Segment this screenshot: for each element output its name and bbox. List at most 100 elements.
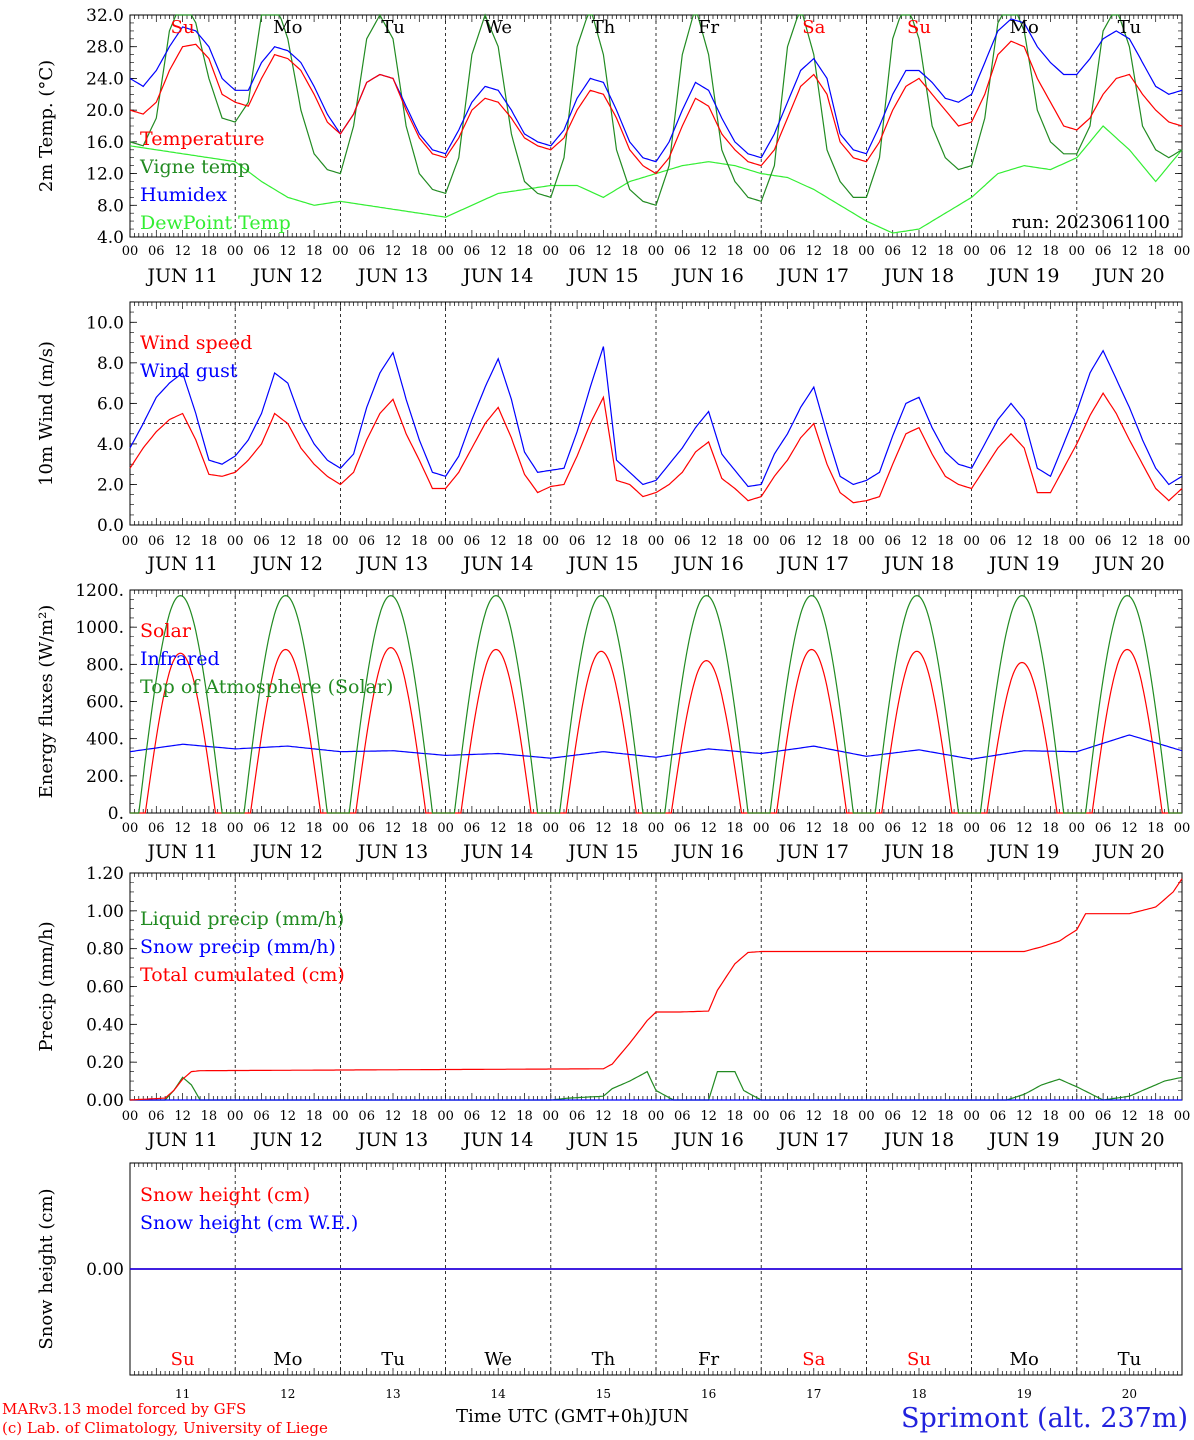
x-tick-label: 06 [990,821,1007,836]
x-tick-label: 00 [963,244,980,259]
legend-entry: Liquid precip (mm/h) [140,908,344,930]
x-tick-label: 12 [490,534,507,549]
day-label: JUN 19 [987,841,1059,863]
x-tick-label: 12 [1016,821,1033,836]
x-tick-label: 06 [1095,534,1112,549]
weekday-label: Su [907,1349,931,1370]
x-tick-label: 06 [569,534,586,549]
weekday-label: Tu [381,1349,405,1370]
x-tick-label: 18 [201,1109,218,1124]
x-tick-label: 06 [884,244,901,259]
day-label: JUN 15 [566,265,638,287]
day-label: JUN 13 [356,841,428,863]
weekday-label: Su [171,1349,195,1370]
y-tick-label: 16.0 [86,133,124,153]
y-tick-label: 12.0 [86,165,124,185]
x-tick-label: 18 [516,1109,533,1124]
y-tick-label: 0.40 [86,1015,124,1035]
x-tick-label: 00 [1069,534,1086,549]
day-label: JUN 20 [1092,265,1164,287]
series-wind-gust [129,346,1183,488]
x-tick-label: 00 [543,821,560,836]
x-tick-label: 18 [306,244,323,259]
x-tick-label: 00 [1069,1109,1086,1124]
day-label: JUN 11 [145,841,217,863]
x-tick-label: 00 [963,821,980,836]
day-number: 18 [911,1387,926,1401]
x-tick-marks [129,302,1183,525]
weekday-label: Tu [381,17,405,38]
day-label: JUN 17 [777,841,849,863]
y-tick-label: 1.00 [86,902,124,922]
x-tick-label: 00 [1174,821,1191,836]
day-label: JUN 14 [461,1129,533,1151]
x-tick-label: 00 [332,244,349,259]
y-tick-label: 2.0 [97,475,124,495]
x-tick-label: 06 [779,534,796,549]
panel-wind: 10.0 8.0 6.0 4.0 2.0 0.0 10m Wind (m/s) 00 06 12 1… [36,301,1190,575]
day-label: JUN 20 [1092,1129,1164,1151]
day-label: JUN 11 [145,553,217,575]
x-tick-label: 06 [1095,244,1112,259]
day-label: JUN 14 [461,841,533,863]
x-tick-label: 00 [1174,1109,1191,1124]
weekday-label: Sa [802,17,825,38]
x-tick-label: 12 [700,534,717,549]
x-tick-label: 12 [1121,821,1138,836]
x-tick-label: 18 [201,821,218,836]
x-tick-label: 06 [148,821,165,836]
day-number: 15 [596,1387,611,1401]
x-tick-label: 00 [122,244,139,259]
x-tick-label: 12 [595,1109,612,1124]
x-tick-label: 18 [621,821,638,836]
x-tick-label: 12 [595,534,612,549]
x-tick-label: 18 [306,534,323,549]
x-tick-label: 18 [621,534,638,549]
day-label: JUN 13 [356,1129,428,1151]
weekday-label: Mo [273,1349,302,1370]
credit-lab: (c) Lab. of Climatology, University of L… [2,1419,328,1437]
day-label: JUN 14 [461,553,533,575]
weekday-label: Tu [1118,17,1142,38]
x-tick-label: 06 [464,1109,481,1124]
x-tick-label: 12 [1121,244,1138,259]
x-tick-label: 00 [437,244,454,259]
x-tick-label: 06 [253,821,270,836]
day-label: JUN 15 [566,1129,638,1151]
day-label: JUN 12 [251,265,323,287]
legend-entry: Wind gust [140,360,238,382]
y-tick-label: 10.0 [86,313,124,333]
weekday-label: Fr [698,17,719,38]
y-tick-label: 0.60 [86,978,124,998]
x-tick-label: 18 [201,534,218,549]
y-tick-label: 8.0 [97,354,124,374]
weekday-label: Th [592,1349,616,1370]
x-tick-label: 00 [858,821,875,836]
day-label: JUN 20 [1092,841,1164,863]
x-tick-label: 12 [806,244,823,259]
x-tick-label: 06 [253,1109,270,1124]
x-tick-label: 12 [1121,1109,1138,1124]
day-label: JUN 19 [987,553,1059,575]
y-tick-label: 8.0 [97,196,124,216]
day-label: JUN 17 [777,553,849,575]
day-label: JUN 15 [566,841,638,863]
x-tick-label: 00 [227,1109,244,1124]
x-tick-label: 00 [543,534,560,549]
x-tick-marks [129,873,1183,1100]
x-tick-label: 12 [595,244,612,259]
x-tick-label: 06 [569,821,586,836]
x-tick-label: 00 [122,1109,139,1124]
x-tick-label: 06 [884,534,901,549]
day-label: JUN 13 [356,265,428,287]
panel-temperature: 32.0 28.0 24.0 20.0 16.0 12.0 8.0 4.0 2m Temp. (… [36,6,1190,287]
day-number: 20 [1122,1387,1137,1401]
day-number: 12 [280,1387,295,1401]
weekday-label: Su [907,17,931,38]
x-tick-label: 00 [543,244,560,259]
x-tick-label: 12 [1016,534,1033,549]
series-temperature [129,40,1183,175]
y-tick-label: 400. [86,730,124,750]
x-tick-label: 00 [858,1109,875,1124]
x-tick-label: 12 [490,244,507,259]
